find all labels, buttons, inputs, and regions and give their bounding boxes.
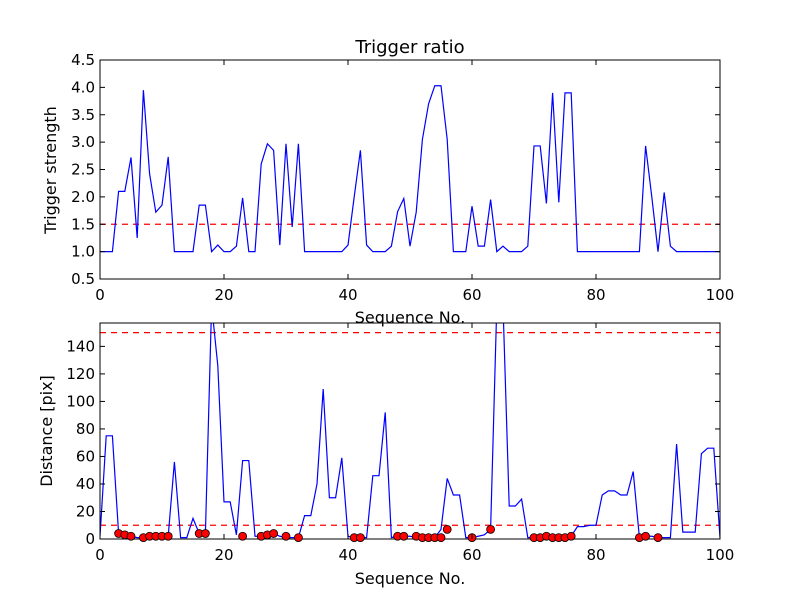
y-tick-label: 120 xyxy=(66,365,95,383)
y-tick-label: 1.5 xyxy=(71,215,95,233)
y-tick-label: 140 xyxy=(66,337,95,355)
y-tick-label: 0 xyxy=(85,530,95,548)
x-tick-label: 0 xyxy=(95,546,105,564)
data-point-marker xyxy=(399,531,409,541)
data-point-marker xyxy=(293,533,303,543)
x-tick-label: 60 xyxy=(462,286,481,304)
x-tick-label: 60 xyxy=(462,546,481,564)
x-tick-label: 20 xyxy=(214,286,233,304)
chart-title: Trigger ratio xyxy=(354,37,464,58)
trigger-y-axis-label: Trigger strength xyxy=(41,106,60,235)
y-tick-label: 2.0 xyxy=(71,188,95,206)
y-tick-label: 1.0 xyxy=(71,243,95,261)
x-tick-label: 100 xyxy=(706,546,735,564)
y-tick-label: 100 xyxy=(66,392,95,410)
trigger-ratio-chart: Trigger ratio 0 20 40 60 80 100 0.5 1.0 1.5 2.0 2.… xyxy=(41,37,734,327)
y-tick-label: 4.0 xyxy=(71,78,95,96)
data-point-marker xyxy=(641,531,650,541)
data-point-marker xyxy=(238,531,248,541)
data-point-marker xyxy=(200,529,210,538)
data-point-marker xyxy=(653,533,663,543)
data-point-marker xyxy=(566,531,576,541)
distance-markers xyxy=(114,524,663,543)
y-tick-label: 2.5 xyxy=(71,161,95,179)
y-tick-label: 80 xyxy=(76,420,95,438)
data-point-marker xyxy=(355,533,365,543)
trigger-ticks: 0 20 40 60 80 100 0.5 1.0 1.5 2.0 2.5 3.0 3.5 4.0 4.5 xyxy=(71,51,734,304)
y-tick-label: 60 xyxy=(76,447,95,465)
data-point-marker xyxy=(281,531,291,541)
y-tick-label: 3.0 xyxy=(71,133,95,151)
y-tick-label: 20 xyxy=(76,502,95,520)
x-tick-label: 0 xyxy=(95,286,105,304)
x-tick-label: 100 xyxy=(706,286,735,304)
x-tick-label: 40 xyxy=(338,546,357,564)
x-tick-label: 80 xyxy=(586,546,605,564)
x-tick-label: 40 xyxy=(338,286,357,304)
y-tick-label: 4.5 xyxy=(71,51,95,69)
data-point-marker xyxy=(163,531,173,541)
data-point-marker xyxy=(442,524,452,534)
y-tick-label: 40 xyxy=(76,475,95,493)
distance-x-axis-label: Sequence No. xyxy=(355,569,466,588)
x-tick-label: 20 xyxy=(214,546,233,564)
data-point-marker xyxy=(269,529,279,538)
distance-chart: 0 20 40 60 80 100 0 20 40 60 80 100 120 140 Sequence … xyxy=(37,322,734,588)
distance-y-axis-label: Distance [pix] xyxy=(37,375,56,487)
data-point-marker xyxy=(126,531,136,541)
y-tick-label: 3.5 xyxy=(71,106,95,124)
trigger-plot-area xyxy=(100,85,720,253)
trigger-x-axis-label: Sequence No. xyxy=(355,308,466,327)
data-point-marker xyxy=(486,524,496,534)
series-line xyxy=(100,85,720,253)
data-point-marker xyxy=(436,533,446,543)
distance-ticks: 0 20 40 60 80 100 0 20 40 60 80 100 120 140 xyxy=(66,323,734,564)
x-tick-label: 80 xyxy=(586,286,605,304)
y-tick-label: 0.5 xyxy=(71,270,95,288)
distance-axes-frame xyxy=(99,322,721,540)
